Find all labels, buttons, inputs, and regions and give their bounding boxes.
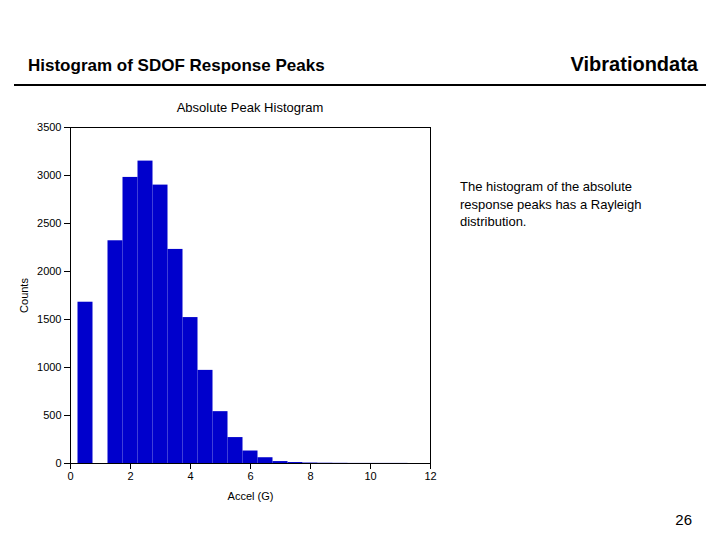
svg-text:2: 2 [127,470,133,482]
svg-text:6: 6 [247,470,253,482]
svg-text:12: 12 [424,470,436,482]
svg-text:2500: 2500 [37,217,61,229]
svg-text:1500: 1500 [37,313,61,325]
svg-text:1000: 1000 [37,361,61,373]
html-text:Histogram of SDOF Response Pea: Histogram of SDOF Response Peaks [28,56,325,75]
html-text:The histogram of the absolute: The histogram of the absolute response p… [460,179,642,230]
svg-text:0: 0 [67,470,73,482]
html-text:Absolute Peak Histogram: Absolute Peak Histogram [176,100,324,115]
html-text:26: 26 [675,511,692,528]
svg-text:0: 0 [55,457,61,469]
svg-text:4: 4 [187,470,193,482]
svg-text:3500: 3500 [37,121,61,133]
svg-text:3000: 3000 [37,169,61,181]
html-text:Vibrationdata: Vibrationdata [570,53,698,75]
svg-text:8: 8 [307,470,313,482]
svg-text:Counts: Counts [18,278,30,313]
svg-text:2000: 2000 [37,265,61,277]
svg-text:Accel (G): Accel (G) [228,490,274,502]
svg-text:10: 10 [364,470,376,482]
svg-text:500: 500 [43,409,61,421]
